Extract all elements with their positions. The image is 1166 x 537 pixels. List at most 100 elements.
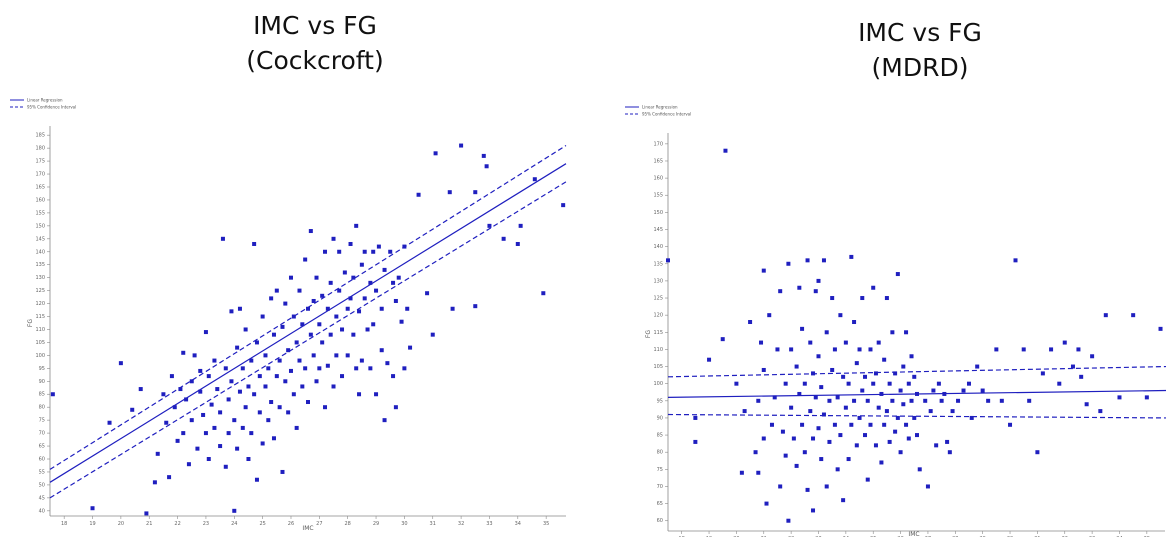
y-tick-label: 170 <box>35 172 45 178</box>
data-point <box>308 229 313 234</box>
data-point <box>303 366 308 371</box>
data-point <box>876 340 881 345</box>
data-point <box>1035 450 1040 455</box>
data-point <box>271 332 276 337</box>
y-tick-label: 110 <box>653 347 663 353</box>
x-tick-label: 23 <box>203 521 209 527</box>
data-point <box>294 425 299 430</box>
data-point <box>379 348 384 353</box>
y-tick-label: 120 <box>35 301 45 307</box>
data-point <box>257 374 262 379</box>
data-point <box>857 415 862 420</box>
data-point <box>778 289 783 294</box>
data-point <box>934 443 939 448</box>
y-tick-label: 105 <box>35 340 45 346</box>
data-point <box>283 301 288 306</box>
data-point <box>789 347 794 352</box>
x-tick-label: 19 <box>89 521 95 527</box>
data-point <box>898 450 903 455</box>
data-point <box>854 443 859 448</box>
data-point <box>811 436 816 441</box>
data-point <box>235 446 240 451</box>
x-tick-label: 21 <box>146 521 152 527</box>
data-point <box>198 389 203 394</box>
data-point <box>811 508 816 513</box>
y-tick-label: 85 <box>39 392 45 398</box>
data-point <box>206 457 211 462</box>
data-point <box>821 412 826 417</box>
legend: Linear Regression 95% Confidence Interval <box>10 98 76 110</box>
data-point <box>879 460 884 465</box>
data-point <box>362 249 367 254</box>
data-point <box>374 288 379 293</box>
data-point <box>1040 371 1045 376</box>
y-tick-label: 55 <box>39 469 45 475</box>
data-point <box>209 402 214 407</box>
data-point <box>331 236 336 241</box>
data-point <box>999 398 1004 403</box>
data-point <box>184 397 189 402</box>
data-point <box>1103 313 1108 318</box>
data-point <box>947 450 952 455</box>
y-tick-label: 160 <box>653 176 663 182</box>
data-point <box>1070 364 1075 369</box>
data-point <box>198 368 203 373</box>
data-point <box>308 332 313 337</box>
y-tick-label: 180 <box>35 146 45 152</box>
data-point <box>830 367 835 372</box>
data-point <box>759 340 764 345</box>
data-point <box>212 425 217 430</box>
data-point <box>887 381 892 386</box>
data-point <box>838 313 843 318</box>
data-point <box>459 143 464 148</box>
y-tick-label: 60 <box>657 518 663 524</box>
data-point <box>805 487 810 492</box>
data-point <box>249 431 254 436</box>
data-point <box>693 439 698 444</box>
data-point <box>354 366 359 371</box>
data-point <box>901 364 906 369</box>
y-tick-label: 40 <box>39 508 45 514</box>
data-point <box>354 223 359 228</box>
data-point <box>887 439 892 444</box>
data-point <box>789 405 794 410</box>
data-point <box>843 405 848 410</box>
data-point <box>808 409 813 414</box>
data-point <box>666 258 670 263</box>
y-tick-label: 165 <box>653 158 663 164</box>
data-point <box>172 405 177 410</box>
data-point <box>303 257 308 262</box>
data-point <box>266 418 271 423</box>
y-tick-label: 105 <box>653 364 663 370</box>
data-point <box>274 374 279 379</box>
data-point <box>783 381 788 386</box>
data-point <box>884 296 889 301</box>
data-point <box>909 354 914 359</box>
data-point <box>778 484 783 489</box>
data-point <box>860 388 865 393</box>
data-point <box>753 450 758 455</box>
data-point <box>868 347 873 352</box>
data-point <box>286 348 291 353</box>
data-point <box>215 387 220 392</box>
data-point <box>306 400 310 405</box>
data-point <box>320 340 325 345</box>
data-point <box>923 398 928 403</box>
data-point <box>252 392 257 397</box>
y-tick-label: 130 <box>35 275 45 281</box>
data-point <box>1021 347 1026 352</box>
regression-line <box>49 163 567 483</box>
data-point <box>830 296 835 301</box>
data-point <box>843 340 848 345</box>
data-point <box>873 443 878 448</box>
data-point <box>371 322 376 327</box>
data-point <box>294 340 299 345</box>
y-axis-label: FG <box>27 319 34 327</box>
x-tick-label: 32 <box>458 521 464 527</box>
data-point <box>314 379 319 384</box>
legend-label-regression: Linear Regression <box>27 98 63 103</box>
data-point <box>865 477 870 482</box>
data-point <box>893 429 898 434</box>
data-point <box>331 384 336 389</box>
data-point <box>254 340 259 345</box>
